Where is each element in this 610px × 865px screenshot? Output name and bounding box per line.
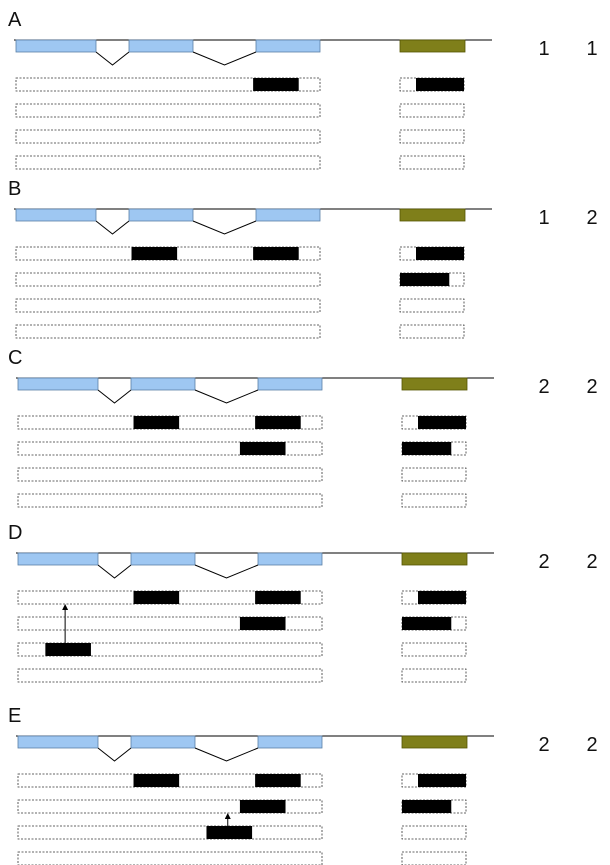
panel-label: A xyxy=(8,9,22,31)
main-block xyxy=(133,591,180,604)
value-1: 2 xyxy=(538,734,549,756)
main-block xyxy=(239,800,286,813)
row-main-1 xyxy=(15,77,321,92)
panel-label: E xyxy=(8,705,21,727)
row-main-3 xyxy=(17,825,323,840)
main-block xyxy=(255,416,301,429)
value-2: 2 xyxy=(586,376,597,398)
row-main-4 xyxy=(17,668,323,683)
main-block xyxy=(131,247,178,260)
row-main-4 xyxy=(17,851,323,865)
side-block xyxy=(402,442,452,455)
row-side-4 xyxy=(401,668,467,683)
side-block xyxy=(402,617,452,630)
intron-1 xyxy=(95,220,130,235)
panel-c: C 2 2 xyxy=(8,347,598,508)
panel-label: C xyxy=(8,347,22,369)
intron-1 xyxy=(95,51,130,66)
panel-e: E 2 2 xyxy=(8,705,598,865)
right-block xyxy=(401,377,468,391)
side-block xyxy=(416,247,464,260)
row-side-3 xyxy=(399,298,465,313)
intron-2 xyxy=(192,51,257,66)
panel-d: D 2 2 xyxy=(8,522,598,683)
side-block xyxy=(418,416,466,429)
exon-2 xyxy=(130,735,196,749)
side-block xyxy=(416,78,464,91)
right-block xyxy=(399,208,466,222)
side-block xyxy=(402,800,452,813)
intron-1 xyxy=(97,564,132,579)
row-side-4 xyxy=(399,155,465,170)
panel-label: D xyxy=(8,522,22,544)
main-block xyxy=(255,591,301,604)
main-block xyxy=(133,774,180,787)
panel-label: B xyxy=(8,178,21,200)
intron-2 xyxy=(192,220,257,235)
row-main-2 xyxy=(15,272,321,287)
row-side-3 xyxy=(401,467,467,482)
right-block xyxy=(401,552,468,566)
value-1: 1 xyxy=(538,38,549,60)
side-block xyxy=(418,591,466,604)
exon-2 xyxy=(130,377,196,391)
right-block xyxy=(399,39,466,53)
exon-2 xyxy=(128,39,194,53)
exon-1 xyxy=(15,39,97,53)
right-block xyxy=(401,735,468,749)
row-side-2 xyxy=(399,103,465,118)
main-block xyxy=(206,826,253,839)
row-main-4 xyxy=(15,324,321,339)
exon-3 xyxy=(257,377,323,391)
main-block xyxy=(253,247,299,260)
value-2: 2 xyxy=(586,734,597,756)
intron-2 xyxy=(194,564,259,579)
row-side-3 xyxy=(399,129,465,144)
row-main-3 xyxy=(17,642,323,657)
row-main-3 xyxy=(17,467,323,482)
panel-a: A 1 1 xyxy=(8,9,598,170)
intron-2 xyxy=(194,747,259,762)
row-side-4 xyxy=(401,493,467,508)
row-main-4 xyxy=(15,155,321,170)
exon-3 xyxy=(255,208,321,222)
exon-1 xyxy=(17,735,99,749)
intron-1 xyxy=(97,389,132,404)
row-side-3 xyxy=(401,825,467,840)
exon-1 xyxy=(17,377,99,391)
main-block xyxy=(133,416,180,429)
exon-2 xyxy=(128,208,194,222)
value-1: 2 xyxy=(538,376,549,398)
value-2: 1 xyxy=(586,38,597,60)
exon-3 xyxy=(255,39,321,53)
exon-3 xyxy=(257,552,323,566)
row-side-3 xyxy=(401,642,467,657)
value-1: 1 xyxy=(538,207,549,229)
main-block xyxy=(255,774,301,787)
row-side-4 xyxy=(401,851,467,865)
intron-2 xyxy=(194,389,259,404)
main-block xyxy=(253,78,299,91)
row-main-3 xyxy=(15,298,321,313)
intron-1 xyxy=(97,747,132,762)
exon-1 xyxy=(17,552,99,566)
row-main-2 xyxy=(15,103,321,118)
exon-1 xyxy=(15,208,97,222)
panel-b: B 1 2 xyxy=(8,178,598,339)
value-1: 2 xyxy=(538,551,549,573)
main-block xyxy=(239,442,286,455)
side-block xyxy=(400,273,450,286)
row-side-4 xyxy=(399,324,465,339)
row-main-4 xyxy=(17,493,323,508)
row-main-3 xyxy=(15,129,321,144)
exon-2 xyxy=(130,552,196,566)
value-2: 2 xyxy=(586,207,597,229)
main-block xyxy=(239,617,286,630)
side-block xyxy=(418,774,466,787)
exon-3 xyxy=(257,735,323,749)
value-2: 2 xyxy=(586,551,597,573)
main-block xyxy=(45,643,91,656)
